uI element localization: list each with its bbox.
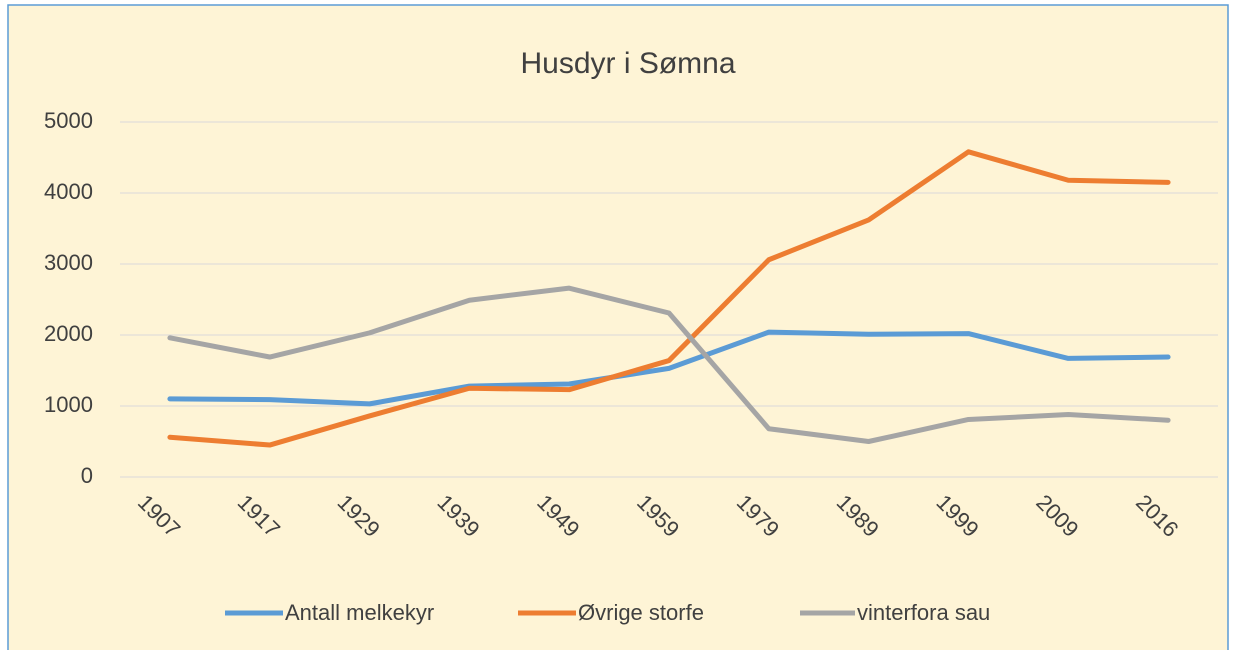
y-tick-label: 4000: [44, 179, 93, 204]
y-tick-label: 1000: [44, 392, 93, 417]
legend-label: Øvrige storfe: [578, 600, 704, 625]
legend-label: vinterfora sau: [857, 600, 990, 625]
y-tick-label: 3000: [44, 250, 93, 275]
y-tick-label: 0: [81, 463, 93, 488]
chart-frame: [7, 4, 1229, 650]
series-line: [167, 329, 1171, 407]
series-line: [167, 149, 1171, 448]
series-line: [167, 285, 1171, 444]
y-tick-label: 2000: [44, 321, 93, 346]
y-tick-label: 5000: [44, 108, 93, 133]
legend-label: Antall melkekyr: [285, 600, 434, 625]
chart-title: Husdyr i Sømna: [520, 47, 735, 80]
